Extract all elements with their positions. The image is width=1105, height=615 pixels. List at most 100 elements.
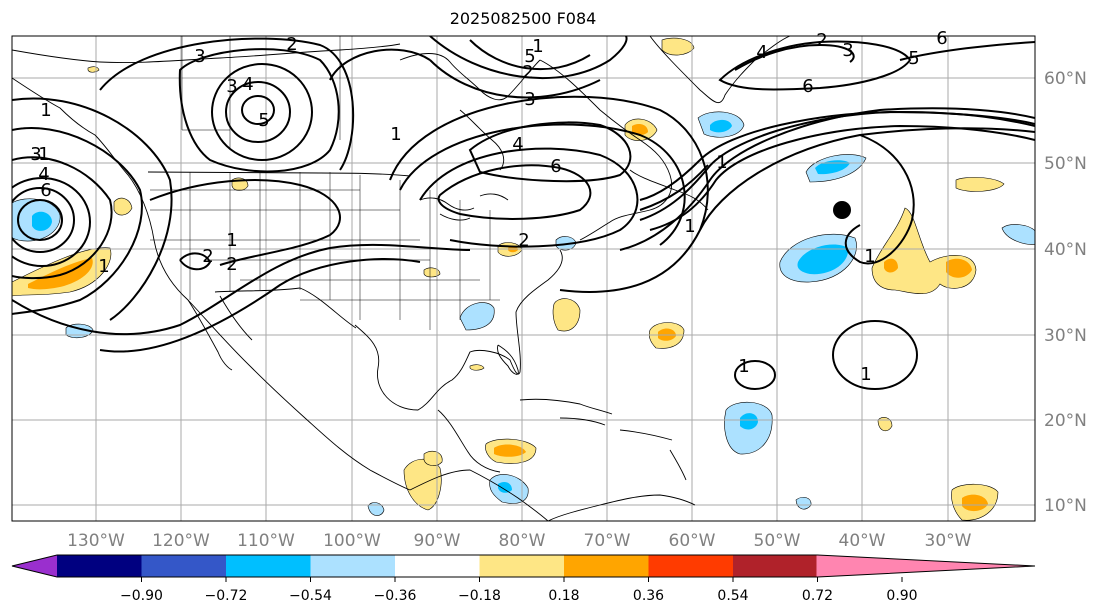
colorbar-tick-label: 0.90 bbox=[886, 588, 917, 604]
contour-label: 2 bbox=[226, 254, 237, 275]
lon-label: 80°W bbox=[499, 531, 546, 551]
lon-label: 30°W bbox=[925, 531, 972, 551]
lat-label: 30°N bbox=[1044, 326, 1087, 346]
contour-label: 1 bbox=[716, 152, 727, 173]
state-borders bbox=[150, 36, 500, 330]
fill-orange bbox=[946, 258, 972, 278]
colorbar-outline bbox=[11, 554, 1036, 578]
map-frame bbox=[11, 35, 1036, 522]
contour-label: 2 bbox=[518, 230, 529, 251]
colorbar-tick-label: −0.18 bbox=[458, 588, 501, 604]
contour-label: 6 bbox=[936, 28, 947, 49]
fill-yellow bbox=[552, 298, 581, 332]
contour-label: 2 bbox=[202, 246, 213, 267]
fill-yellow bbox=[871, 207, 977, 295]
fill-yellow bbox=[661, 37, 695, 56]
fill-light-blue bbox=[459, 302, 495, 331]
fill-blue bbox=[710, 119, 732, 133]
fill-yellow bbox=[423, 267, 441, 278]
lon-label: 120°W bbox=[152, 531, 210, 551]
contour-label: 2 bbox=[816, 30, 827, 51]
lat-label: 40°N bbox=[1044, 240, 1087, 260]
contour-label: 3 bbox=[194, 46, 205, 67]
anomaly-fills bbox=[12, 37, 1035, 521]
lon-label: 70°W bbox=[584, 531, 631, 551]
longitude-labels: 130°W 120°W 110°W 100°W 90°W 80°W 70°W 60°W 50°W… bbox=[67, 531, 972, 551]
lon-label: 100°W bbox=[323, 531, 381, 551]
contour-label: 6 bbox=[802, 76, 813, 97]
fill-yellow bbox=[469, 364, 485, 371]
contour-label: 3 bbox=[524, 89, 535, 110]
fill-yellow bbox=[877, 417, 893, 432]
contour-label: 5 bbox=[524, 46, 535, 67]
colorbar bbox=[11, 554, 1036, 578]
colorbar-segment bbox=[310, 555, 396, 577]
coastlines bbox=[12, 36, 791, 521]
colorbar-tick-label: 0.18 bbox=[548, 588, 579, 604]
fill-yellow bbox=[955, 177, 1005, 192]
map-title: 2025082500 F084 bbox=[449, 9, 597, 28]
fill-orange bbox=[28, 258, 93, 290]
contour-label: 1 bbox=[390, 124, 401, 145]
lat-label: 50°N bbox=[1044, 154, 1087, 174]
contour-label: 1 bbox=[684, 216, 695, 237]
contour-label: 1 bbox=[532, 36, 543, 57]
fill-blue bbox=[740, 413, 758, 430]
lon-label: 130°W bbox=[67, 531, 125, 551]
contour-label: 3 bbox=[226, 76, 237, 97]
fill-orange bbox=[884, 258, 898, 273]
colorbar-segment bbox=[479, 555, 565, 577]
colorbar-tick-label: −0.36 bbox=[374, 588, 417, 604]
colorbar-segment bbox=[226, 555, 312, 577]
fill-blue bbox=[498, 482, 512, 493]
fill-orange bbox=[494, 444, 526, 457]
colorbar-tick-label: 0.36 bbox=[633, 588, 664, 604]
colorbar-extend-min bbox=[12, 555, 58, 577]
contour-label: 1 bbox=[40, 100, 51, 121]
fill-orange bbox=[962, 494, 988, 512]
contour-label: 4 bbox=[756, 42, 767, 63]
lon-label: 110°W bbox=[237, 531, 295, 551]
contour-label: 5 bbox=[258, 110, 269, 131]
colorbar-segment bbox=[57, 555, 143, 577]
fill-yellow bbox=[423, 450, 443, 466]
colorbar-segment bbox=[141, 555, 227, 577]
colorbar-tick-label: 0.54 bbox=[717, 588, 748, 604]
fill-light-blue bbox=[1001, 224, 1035, 245]
latitude-labels: 60°N 50°N 40°N 30°N 20°N 10°N bbox=[1044, 69, 1087, 516]
contour-label: 3 bbox=[842, 40, 853, 61]
contour-label: 1 bbox=[864, 246, 875, 267]
colorbar-tick-label: −0.54 bbox=[289, 588, 332, 604]
contour-label: 6 bbox=[550, 156, 561, 177]
storm-position-dot bbox=[833, 201, 851, 219]
lon-label: 40°W bbox=[839, 531, 886, 551]
colorbar-segment bbox=[733, 555, 819, 577]
colorbar-segment bbox=[564, 555, 650, 577]
lon-label: 90°W bbox=[414, 531, 461, 551]
contour-label: 4 bbox=[512, 134, 523, 155]
fill-light-blue bbox=[367, 502, 385, 516]
fill-blue bbox=[815, 160, 850, 175]
lon-label: 50°W bbox=[754, 531, 801, 551]
contour-label: 1 bbox=[738, 356, 749, 377]
contour-label: 2 bbox=[286, 34, 297, 55]
fill-blue bbox=[32, 211, 52, 231]
fill-yellow bbox=[113, 197, 133, 216]
gridlines bbox=[12, 36, 1035, 521]
colorbar-extend-max bbox=[816, 555, 1035, 577]
lon-label: 60°W bbox=[669, 531, 716, 551]
colorbar-tick-labels: −0.90 −0.72 −0.54 −0.36 −0.18 0.18 0.36 0.54 0.7… bbox=[120, 577, 918, 604]
contour-label: 5 bbox=[908, 48, 919, 69]
colorbar-segment bbox=[395, 555, 481, 577]
fill-yellow bbox=[403, 458, 442, 511]
colorbar-tick-label: −0.90 bbox=[120, 588, 163, 604]
contour-lines bbox=[12, 36, 1035, 390]
lat-label: 20°N bbox=[1044, 411, 1087, 431]
contour-label: 4 bbox=[38, 164, 49, 185]
colorbar-tick-label: −0.72 bbox=[205, 588, 248, 604]
lat-label: 10°N bbox=[1044, 496, 1087, 516]
contour-label: 3 bbox=[30, 144, 41, 165]
